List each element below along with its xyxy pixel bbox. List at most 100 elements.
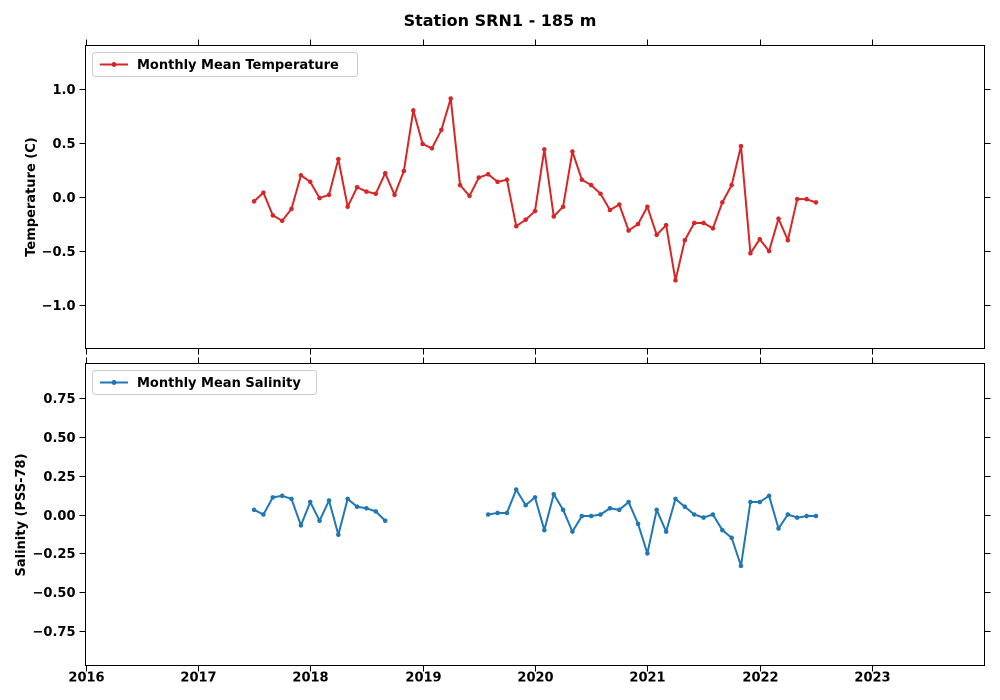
temperature-panel: Temperature (C) −1.0 −0.5 0.0 0.5 1.0 Monthl… <box>24 39 991 355</box>
temperature-data-point <box>251 199 257 204</box>
salinity-data-point <box>729 535 734 541</box>
temperature-data-point <box>523 217 528 223</box>
temperature-data-point <box>401 168 407 174</box>
temperature-data-point <box>448 96 454 101</box>
temperature-data-point <box>382 170 388 176</box>
salinity-data-point <box>542 527 547 533</box>
temperature-y-axis-label: Temperature (C) <box>24 137 39 256</box>
temperature-data-point <box>289 206 294 212</box>
salinity-data-point <box>345 496 350 502</box>
salinity-data-point <box>635 521 641 527</box>
salinity-plot-frame <box>85 363 985 666</box>
temperature-x-ticks <box>86 39 873 355</box>
salinity-data-point <box>785 512 791 517</box>
salinity-data-point <box>588 513 594 519</box>
salinity-data-point <box>626 499 631 505</box>
temperature-data-point <box>654 232 659 238</box>
temperature-legend-label: Monthly Mean Temperature <box>137 58 339 73</box>
temperature-data-point <box>776 216 781 221</box>
temperature-series-line <box>253 97 817 282</box>
salinity-data-point <box>776 526 781 531</box>
salinity-y-axis-label: Salinity (PSS-78) <box>14 453 29 576</box>
temperature-data-point <box>766 248 772 254</box>
temperature-data-point <box>495 179 500 185</box>
temperature-data-point <box>467 193 472 199</box>
salinity-data-point <box>485 512 491 517</box>
salinity-data-point <box>663 529 669 534</box>
temperature-data-point <box>336 156 341 162</box>
temperature-data-point <box>485 171 491 177</box>
salinity-legend: Monthly Mean Salinity <box>92 370 317 395</box>
salinity-y-tick-label: 0.25 <box>43 470 75 485</box>
salinity-data-point <box>682 504 688 510</box>
salinity-data-point <box>354 504 360 510</box>
temperature-data-point <box>420 141 425 147</box>
temperature-data-point <box>354 184 360 190</box>
temperature-data-point <box>261 190 266 195</box>
temperature-data-point <box>598 191 603 197</box>
salinity-data-point <box>307 499 313 505</box>
temperature-y-tick-label: −1.0 <box>42 299 76 314</box>
salinity-data-point <box>298 523 304 528</box>
temperature-data-point <box>588 182 594 188</box>
temperature-data-point <box>307 179 313 185</box>
temperature-data-point <box>439 127 444 133</box>
salinity-data-point <box>579 513 585 519</box>
temperature-data-point <box>682 237 688 243</box>
temperature-data-point <box>345 204 350 210</box>
temperature-legend-marker <box>111 62 117 67</box>
salinity-series-line <box>487 488 816 567</box>
temperature-data-point <box>616 202 622 207</box>
salinity-data-point <box>804 513 809 519</box>
temperature-data-point <box>504 177 510 182</box>
salinity-y-tick-label: 0.75 <box>43 392 75 407</box>
salinity-data-point <box>598 512 603 517</box>
x-tick-label: 2020 <box>517 671 553 686</box>
temperature-data-point <box>794 196 800 202</box>
temperature-data-point <box>738 143 744 149</box>
temperature-y-axis-label-group: Temperature (C) <box>24 137 39 256</box>
salinity-data-point <box>513 487 519 492</box>
salinity-data-point <box>654 507 659 513</box>
temperature-data-point <box>785 237 791 243</box>
salinity-data-point <box>616 507 622 513</box>
temperature-data-point <box>429 146 435 151</box>
salinity-data-point <box>813 513 819 519</box>
x-tick-label: 2019 <box>405 671 441 686</box>
salinity-series-line <box>253 494 386 536</box>
x-tick-label: 2016 <box>68 671 104 686</box>
salinity-legend-marker <box>111 380 117 385</box>
salinity-y-tick-label: −0.75 <box>33 625 76 640</box>
salinity-data-point <box>757 499 763 505</box>
temperature-y-tick-label: −0.5 <box>42 245 76 260</box>
salinity-y-tick-label: −0.25 <box>33 547 76 562</box>
x-tick-label: 2018 <box>292 671 328 686</box>
temperature-data-point <box>411 108 416 113</box>
salinity-data-point <box>570 529 575 534</box>
salinity-data-point <box>701 515 706 520</box>
temperature-data-point <box>729 182 734 188</box>
salinity-data-point <box>261 512 266 517</box>
salinity-data-point <box>673 496 678 502</box>
salinity-data-point <box>495 510 500 516</box>
salinity-data-point <box>645 551 650 556</box>
salinity-data-point <box>279 493 285 499</box>
temperature-data-point <box>513 223 519 229</box>
temperature-data-point <box>748 250 753 256</box>
salinity-data-point <box>270 495 276 500</box>
salinity-data-point <box>710 512 716 517</box>
x-tick-label: 2023 <box>854 671 890 686</box>
salinity-data-point <box>382 518 388 524</box>
salinity-data-point <box>551 491 557 497</box>
temperature-data-point <box>626 228 631 233</box>
salinity-data-point <box>748 499 753 505</box>
temperature-data-point <box>691 220 697 226</box>
x-tick-label: 2021 <box>629 671 665 686</box>
salinity-data-point <box>504 510 510 516</box>
temperature-data-point <box>804 196 809 202</box>
figure-title: Station SRN1 - 185 m <box>404 11 597 30</box>
temperature-data-point <box>317 195 322 201</box>
temperature-data-point <box>364 189 369 194</box>
